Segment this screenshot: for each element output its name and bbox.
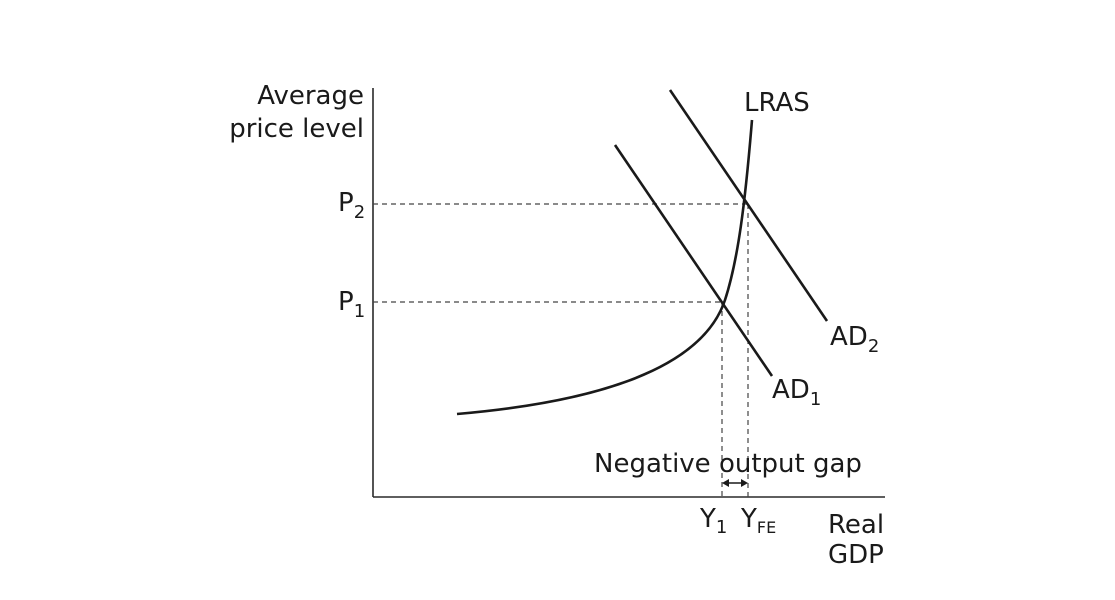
lras-curve bbox=[456, 119, 754, 416]
lras-label: LRAS bbox=[744, 88, 810, 118]
p2-label: P2 bbox=[338, 188, 365, 223]
output-gap-label: Negative output gap bbox=[594, 449, 862, 479]
ad1-label: AD1 bbox=[772, 375, 821, 410]
output-gap-arrow-icon bbox=[722, 479, 748, 487]
ad2-curve bbox=[668, 89, 829, 322]
ad1-curve bbox=[613, 144, 774, 377]
x-axis-label-line2: GDP bbox=[828, 540, 884, 570]
ad2-label: AD2 bbox=[830, 322, 879, 357]
y-axis-label-line1: Average bbox=[257, 81, 364, 111]
p1-label: P1 bbox=[338, 287, 365, 322]
yfe-label: YFE bbox=[740, 504, 776, 537]
x-axis-label-line1: Real bbox=[828, 510, 884, 540]
y-axis-label-line2: price level bbox=[229, 114, 364, 144]
y1-label: Y1 bbox=[699, 504, 727, 538]
